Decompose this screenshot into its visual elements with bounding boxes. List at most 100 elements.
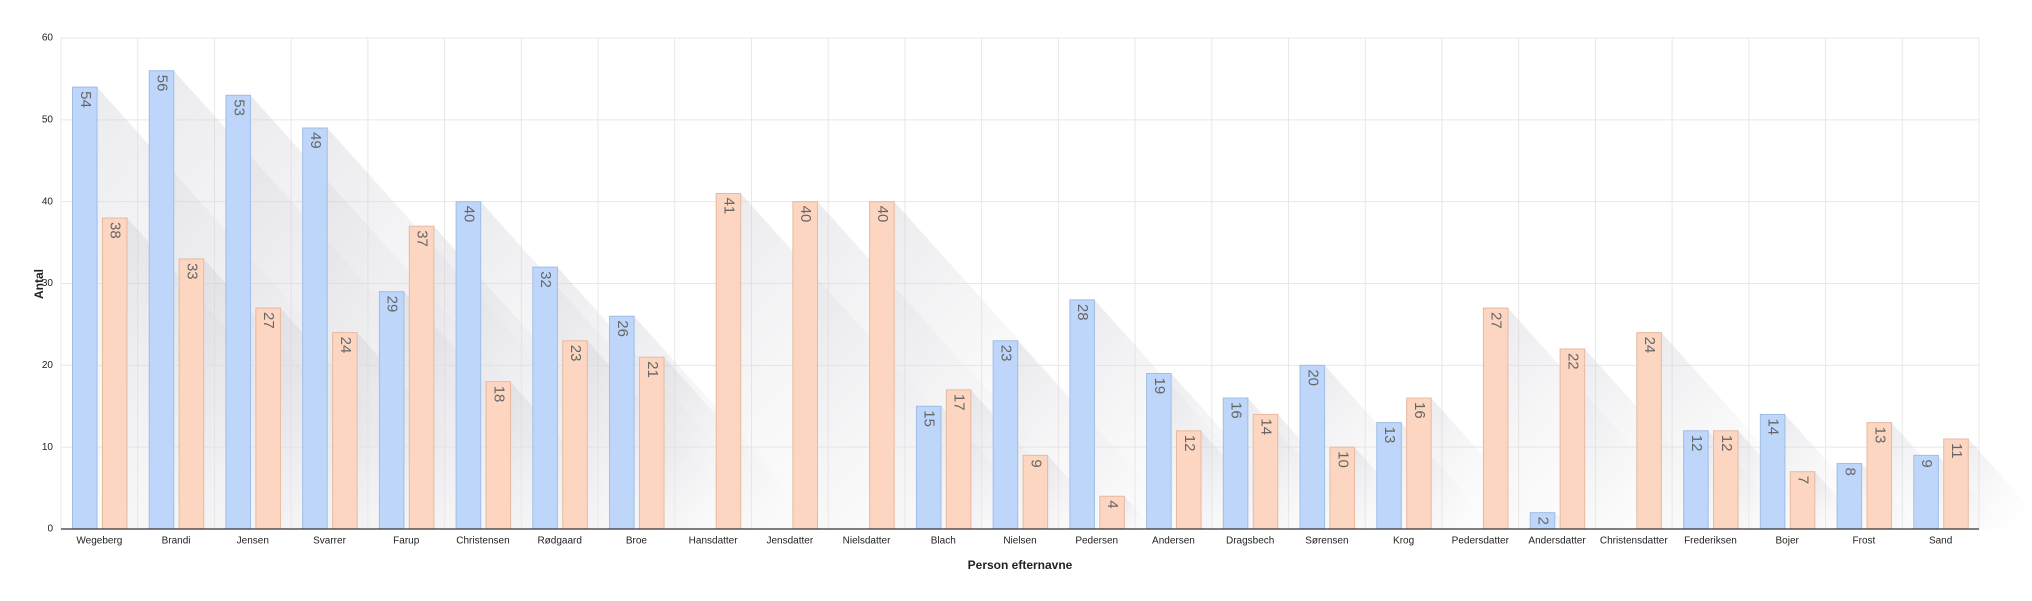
bar <box>609 315 635 530</box>
bar <box>1069 299 1095 530</box>
data-label: 37 <box>414 230 431 247</box>
bar <box>225 94 251 530</box>
x-tick-label: Broe <box>626 536 648 547</box>
y-tick-label: 50 <box>42 114 54 125</box>
x-tick-label: Brandi <box>162 536 191 547</box>
x-tick-label: Wegeberg <box>76 536 122 547</box>
data-label: 8 <box>1841 468 1858 476</box>
y-tick-label: 10 <box>42 442 54 453</box>
data-label: 9 <box>1027 459 1044 467</box>
bar <box>1713 430 1739 530</box>
x-tick-label: Christensen <box>456 536 509 547</box>
bar <box>562 340 588 530</box>
data-label: 2 <box>1534 517 1551 525</box>
bar <box>1636 332 1662 530</box>
y-axis-title: Antal <box>32 269 46 299</box>
data-label: 19 <box>1151 378 1168 395</box>
bar <box>869 201 895 530</box>
bar <box>1376 422 1402 530</box>
x-tick-label: Farup <box>393 536 420 547</box>
bar <box>408 225 435 530</box>
x-tick-label: Pedersdatter <box>1452 536 1510 547</box>
y-tick-label: 20 <box>42 360 54 371</box>
y-tick-label: 0 <box>47 524 53 535</box>
data-label: 15 <box>921 410 938 427</box>
y-tick-label: 40 <box>42 196 54 207</box>
data-label: 28 <box>1074 304 1091 321</box>
data-label: 14 <box>1765 418 1782 435</box>
bar <box>992 340 1019 530</box>
bar <box>255 307 281 530</box>
bar <box>915 405 942 530</box>
bar <box>1146 373 1172 530</box>
data-label: 40 <box>797 206 814 223</box>
x-tick-label: Svarrer <box>313 536 346 547</box>
y-tick-label: 30 <box>42 278 54 289</box>
data-label: 23 <box>567 345 584 362</box>
data-label: 14 <box>1258 418 1275 435</box>
x-tick-label: Frederiksen <box>1684 536 1737 547</box>
x-axis-title: Person efternavne <box>968 558 1073 572</box>
bar <box>532 266 558 530</box>
data-label: 23 <box>997 345 1014 362</box>
data-label: 13 <box>1381 427 1398 444</box>
data-label: 20 <box>1304 369 1321 386</box>
x-tick-label: Frost <box>1853 536 1876 547</box>
bar <box>1559 348 1586 530</box>
data-label: 29 <box>384 296 401 313</box>
bar <box>72 86 98 530</box>
data-label: 11 <box>1948 443 1965 459</box>
x-tick-label: Bojer <box>1776 536 1800 547</box>
bar <box>1252 413 1279 530</box>
data-label: 40 <box>874 206 891 223</box>
x-tick-label: Christensdatter <box>1600 536 1668 547</box>
x-tick-label: Hansdatter <box>689 536 739 547</box>
bar-shadow <box>1047 455 1114 529</box>
data-label: 24 <box>337 337 354 354</box>
data-label: 17 <box>951 394 968 411</box>
data-label: 38 <box>107 222 124 239</box>
x-tick-label: Andersdatter <box>1528 536 1586 547</box>
bar <box>638 356 665 530</box>
data-label: 12 <box>1688 435 1705 452</box>
x-tick-label: Krog <box>1393 536 1414 547</box>
bar <box>1943 438 1969 530</box>
data-label: 54 <box>77 91 94 108</box>
x-tick-label: Nielsdatter <box>843 536 891 547</box>
bar <box>945 389 972 530</box>
data-label: 21 <box>644 361 661 378</box>
data-label: 49 <box>307 132 324 149</box>
data-label: 26 <box>614 320 631 337</box>
y-tick-label: 60 <box>42 33 54 44</box>
x-tick-label: Andersen <box>1152 536 1195 547</box>
bar <box>1482 307 1509 530</box>
data-label: 18 <box>490 386 507 403</box>
bar <box>1022 454 1049 530</box>
bar-shadow <box>1124 496 1154 529</box>
bar <box>1913 454 1939 530</box>
data-label: 56 <box>154 75 171 92</box>
bar <box>1406 397 1432 530</box>
bar-shadow <box>1968 438 2032 529</box>
x-tick-label: Pedersen <box>1075 536 1118 547</box>
bar <box>332 332 358 530</box>
bar-shadow <box>1354 447 1429 529</box>
data-label: 41 <box>720 197 737 214</box>
bar <box>1759 413 1786 530</box>
x-tick-label: Blach <box>931 536 956 547</box>
data-label: 16 <box>1228 402 1245 419</box>
bar <box>792 201 818 530</box>
bar <box>1866 422 1893 530</box>
bar <box>101 217 128 530</box>
data-label: 16 <box>1411 402 1428 419</box>
data-label: 12 <box>1181 435 1198 452</box>
bar <box>455 201 482 530</box>
bar <box>1099 495 1125 530</box>
x-tick-label: Jensdatter <box>766 536 813 547</box>
bar <box>148 70 175 530</box>
data-label: 33 <box>183 263 200 280</box>
bar <box>1176 430 1202 530</box>
bar <box>485 381 512 530</box>
data-label: 9 <box>1918 459 1935 467</box>
